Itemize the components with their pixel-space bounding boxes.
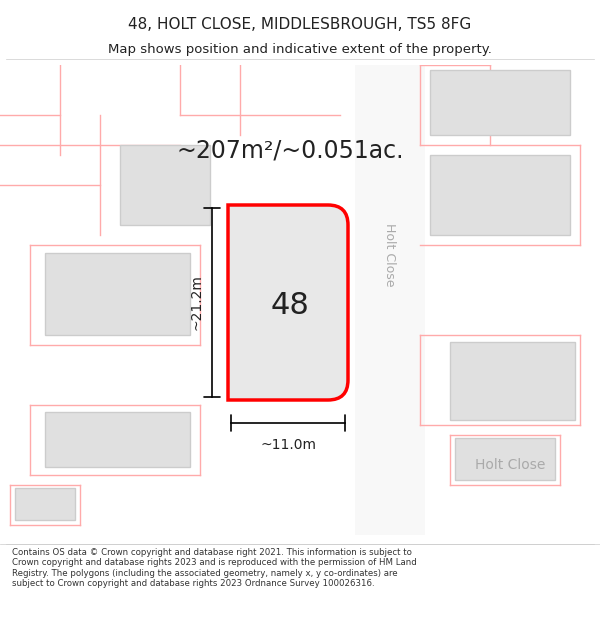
Text: Contains OS data © Crown copyright and database right 2021. This information is : Contains OS data © Crown copyright and d… [12,548,417,588]
Bar [430,70,570,135]
Bar [45,253,190,335]
Text: 48, HOLT CLOSE, MIDDLESBROUGH, TS5 8FG: 48, HOLT CLOSE, MIDDLESBROUGH, TS5 8FG [128,17,472,32]
Bar [45,412,190,467]
Text: 48: 48 [271,291,310,319]
PathPatch shape [228,205,348,400]
Bar [430,155,570,235]
Text: Holt Close: Holt Close [383,223,397,287]
Bar [355,65,425,535]
Bar [455,438,555,480]
Bar [15,488,75,520]
Text: ~207m²/~0.051ac.: ~207m²/~0.051ac. [176,138,404,162]
Bar [240,235,335,380]
Bar [450,342,575,420]
Text: ~11.0m: ~11.0m [260,438,316,452]
Text: Holt Close: Holt Close [475,458,545,472]
Text: ~21.2m: ~21.2m [190,274,204,331]
Text: Map shows position and indicative extent of the property.: Map shows position and indicative extent… [108,42,492,56]
Bar [120,145,210,225]
